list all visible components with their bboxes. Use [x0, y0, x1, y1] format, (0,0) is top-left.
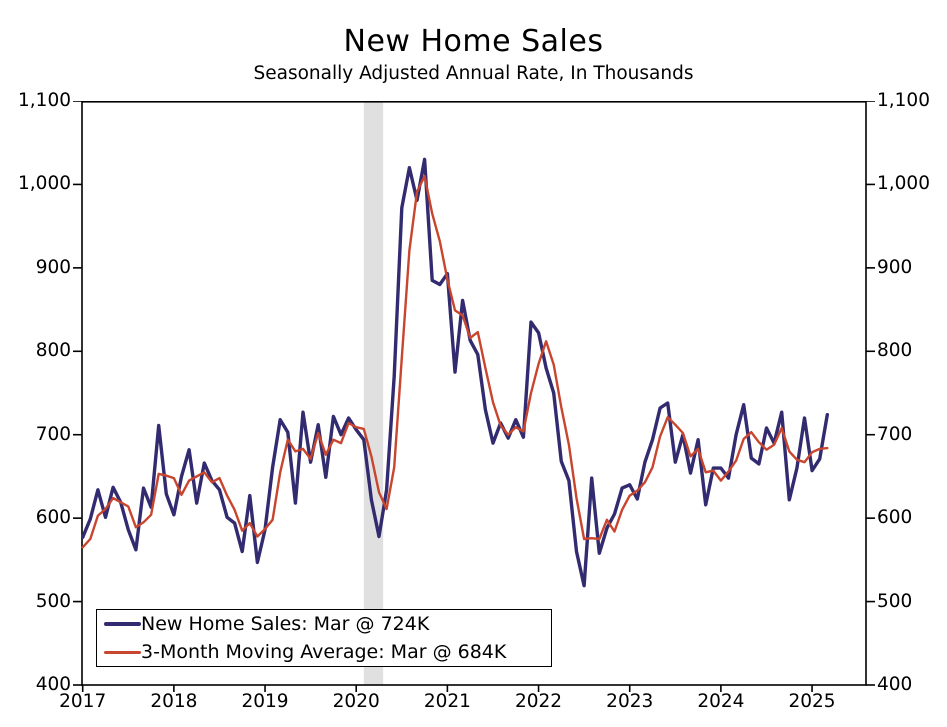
- legend-line-sample-navy: [104, 622, 141, 626]
- recession-band: [363, 101, 384, 685]
- y-axis-label-left-600: 600: [35, 507, 71, 529]
- y-axis-label-left-500: 500: [35, 590, 71, 612]
- y-axis-label-left-800: 800: [35, 340, 71, 362]
- y-axis-label-left-900: 900: [35, 256, 71, 278]
- chart-subtitle: Seasonally Adjusted Annual Rate, In Thou…: [253, 63, 694, 84]
- y-axis-label-right-800: 800: [877, 340, 913, 362]
- x-axis-label-2025: 2025: [788, 691, 836, 712]
- y-axis-label-left-400: 400: [35, 674, 71, 695]
- legend-box: New Home Sales: Mar @ 724K 3-Month Movin…: [96, 609, 552, 667]
- plot-area: [73, 101, 875, 692]
- x-axis-label-2020: 2020: [332, 691, 380, 712]
- series-line-moving-average: [81, 174, 829, 549]
- x-axis-label-2017: 2017: [59, 691, 107, 712]
- series-line-new-home-sales: [81, 157, 829, 588]
- y-axis-label-right-500: 500: [877, 590, 913, 612]
- y-axis-label-right-900: 900: [877, 256, 913, 278]
- x-axis-label-2018: 2018: [150, 691, 198, 712]
- y-axis-label-left-700: 700: [35, 423, 71, 445]
- y-axis-label-right-600: 600: [877, 507, 913, 529]
- plot-frame: [81, 101, 867, 686]
- x-axis-label-2022: 2022: [515, 691, 563, 712]
- y-axis-label-left-1000: 1,000: [18, 173, 71, 195]
- x-axis-label-2023: 2023: [606, 691, 654, 712]
- legend-row-new-home-sales: New Home Sales: Mar @ 724K: [104, 610, 551, 638]
- y-axis-label-right-400: 400: [877, 674, 913, 695]
- y-axis-label-right-700: 700: [877, 423, 913, 445]
- legend-label-moving-average: 3-Month Moving Average: Mar @ 684K: [141, 641, 507, 663]
- y-axis-label-left-1100: 1,100: [18, 90, 71, 111]
- legend-row-moving-average: 3-Month Moving Average: Mar @ 684K: [104, 638, 551, 666]
- x-axis-label-2024: 2024: [697, 691, 745, 712]
- legend-label-new-home-sales: New Home Sales: Mar @ 724K: [141, 613, 430, 635]
- y-axis-label-right-1000: 1,000: [877, 173, 930, 195]
- legend-line-sample-red: [104, 650, 141, 654]
- y-axis-label-right-1100: 1,100: [877, 90, 930, 111]
- x-axis-label-2021: 2021: [423, 691, 471, 712]
- chart-title: New Home Sales: [343, 24, 604, 59]
- x-axis-label-2019: 2019: [241, 691, 289, 712]
